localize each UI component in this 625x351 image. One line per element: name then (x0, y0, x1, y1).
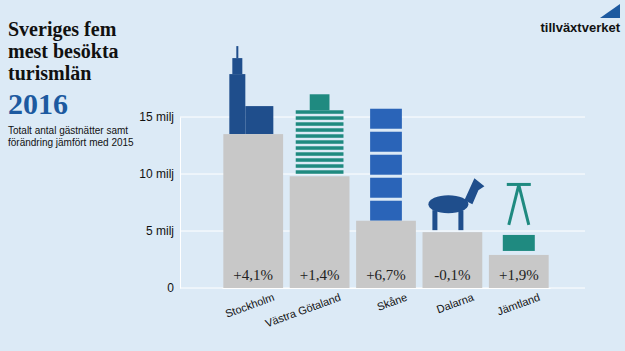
icon-part (296, 152, 344, 156)
change-labels: +4,1% +1,4% +6,7% -0,1% +1,9% (233, 267, 538, 283)
x-tick: Jämtland (495, 288, 541, 317)
icon (229, 46, 273, 134)
icon-part (432, 210, 437, 230)
icon-part (232, 58, 242, 74)
title-line: 2016 (8, 87, 68, 120)
icon-part (296, 170, 344, 174)
icon-part (370, 109, 402, 129)
bar (290, 176, 350, 288)
x-tick-label: Dalarna (435, 291, 476, 316)
icon-part (509, 185, 529, 225)
x-axis-line (223, 288, 551, 289)
icon-part (370, 201, 402, 221)
icon-part (507, 183, 531, 186)
y-tick: 0 (167, 281, 180, 295)
icon-part (458, 210, 463, 230)
icon-part (296, 164, 344, 168)
title-line: turismlän (8, 62, 91, 84)
change-label: -0,1% (434, 267, 470, 283)
icon-part (229, 74, 245, 134)
subtitle: förändring jämfört med 2015 (8, 137, 134, 148)
change-label: +6,7% (366, 267, 406, 283)
title: Sveriges femmest besöktaturismlän 2016 (8, 18, 119, 120)
x-tick: Dalarna (435, 288, 476, 315)
icon (503, 183, 535, 251)
y-axis-line (180, 118, 181, 289)
icon-part (370, 178, 402, 198)
icon-part (245, 106, 273, 134)
y-tick: 10 milj (139, 167, 180, 181)
chart: Sveriges femmest besöktaturismlän 2016 Tot… (0, 0, 625, 351)
logo-mark (600, 4, 620, 18)
y-axis: 0 5 milj 10 milj 15 milj (139, 110, 180, 295)
icon-part (296, 140, 344, 144)
icon (370, 109, 402, 221)
title-line: Sveriges fem (8, 18, 117, 41)
y-tick-label: 15 milj (139, 110, 174, 124)
icon-part (503, 235, 535, 251)
icon-part (464, 178, 484, 204)
icon-part (296, 128, 344, 132)
logo: tillväxtverket (541, 20, 621, 35)
x-tick-label: Jämtland (495, 291, 541, 318)
y-tick: 15 milj (139, 110, 180, 124)
grid (180, 117, 585, 288)
bar (489, 255, 549, 288)
x-tick-label: Västra Götaland (263, 291, 342, 329)
x-tick: Västra Götaland (263, 288, 342, 329)
icon-part (370, 132, 402, 152)
y-tick-label: 5 milj (146, 224, 174, 238)
bars (223, 134, 548, 288)
x-tick: Skåne (375, 288, 408, 313)
icon-part (296, 122, 344, 126)
background (0, 0, 625, 351)
x-tick: Stockholm (224, 288, 276, 320)
subtitle: Totalt antal gästnätter samt (8, 125, 128, 136)
icon (296, 94, 344, 174)
icon-part (296, 134, 344, 138)
x-axis: StockholmVästra Götaland Skåne Dalarna Jämt… (223, 288, 551, 329)
bar (423, 232, 483, 288)
icon-part (296, 110, 344, 114)
icon-part (296, 116, 344, 120)
change-label: +1,4% (300, 267, 340, 283)
y-tick: 5 milj (146, 224, 180, 238)
x-tick-label: Skåne (375, 291, 408, 313)
bar (356, 221, 416, 288)
icon (428, 178, 484, 230)
icon-part (370, 155, 402, 175)
icon-part (296, 146, 344, 150)
y-tick-label: 0 (167, 281, 174, 295)
change-label: +1,9% (499, 267, 539, 283)
icon-part (296, 158, 344, 162)
y-tick-label: 10 milj (139, 167, 174, 181)
icon-part (236, 46, 238, 58)
change-label: +4,1% (233, 267, 273, 283)
bar (223, 134, 283, 288)
title-line: mest besökta (8, 40, 119, 62)
icon-part (310, 94, 330, 110)
